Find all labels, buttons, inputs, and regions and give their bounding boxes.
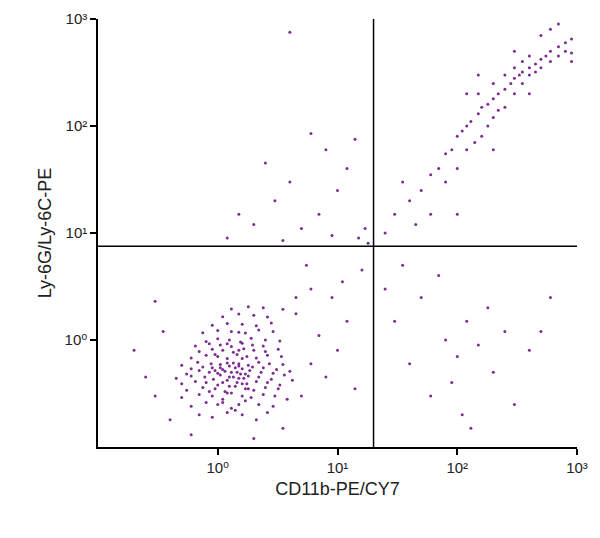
svg-text:10²: 10² — [446, 459, 468, 476]
svg-text:CD11b-PE/CY7: CD11b-PE/CY7 — [275, 479, 400, 499]
svg-text:10³: 10³ — [566, 459, 588, 476]
svg-text:10¹: 10¹ — [327, 459, 349, 476]
svg-text:Ly-6G/Ly-6C-PE: Ly-6G/Ly-6C-PE — [35, 168, 55, 299]
svg-text:10³: 10³ — [66, 10, 88, 27]
svg-text:10⁰: 10⁰ — [206, 459, 229, 476]
svg-text:10¹: 10¹ — [66, 224, 88, 241]
svg-text:10⁰: 10⁰ — [65, 331, 88, 348]
svg-text:10²: 10² — [66, 117, 88, 134]
